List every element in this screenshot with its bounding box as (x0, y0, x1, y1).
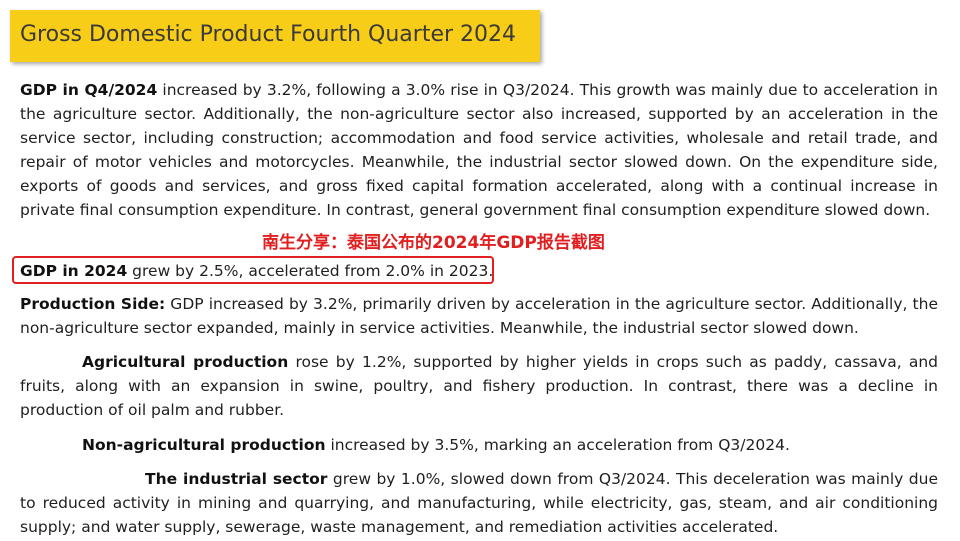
page-title: Gross Domestic Product Fourth Quarter 20… (20, 22, 517, 47)
paragraph-lead: GDP in Q4/2024 (20, 81, 158, 99)
paragraph-lead: The industrial sector (145, 470, 328, 488)
paragraph-body: rose by 1.2%, supported by higher yields… (20, 353, 939, 419)
watermark-caption: 南生分享：泰国公布的2024年GDP报告截图 (262, 233, 605, 253)
paragraph-non-agricultural: Non-agricultural production increased by… (20, 433, 938, 457)
paragraph-gdp-2024: GDP in 2024 grew by 2.5%, accelerated fr… (20, 259, 938, 283)
paragraph-body: grew by 1.0%, slowed down from Q3/2024. … (20, 470, 938, 536)
paragraph-body: increased by 3.2%, following a 3.0% rise… (20, 81, 938, 219)
paragraph-lead: Agricultural production (82, 353, 289, 371)
paragraph-industrial: The industrial sector grew by 1.0%, slow… (20, 467, 938, 539)
paragraph-lead: Non-agricultural production (82, 436, 326, 454)
paragraph-body: grew by 2.5%, accelerated from 2.0% in 2… (127, 262, 494, 280)
title-banner: Gross Domestic Product Fourth Quarter 20… (10, 10, 540, 62)
highlight-box (12, 256, 494, 284)
paragraph-lead: GDP in 2024 (20, 262, 128, 280)
paragraph-gdp-q4: GDP in Q4/2024 increased by 3.2%, follow… (20, 78, 938, 222)
paragraph-lead: Production Side: (20, 295, 166, 313)
paragraph-body: increased by 3.5%, marking an accelerati… (325, 436, 790, 454)
paragraph-body: GDP increased by 3.2%, primarily driven … (20, 295, 938, 337)
paragraph-production-side: Production Side: GDP increased by 3.2%, … (20, 292, 938, 340)
paragraph-agricultural: Agricultural production rose by 1.2%, su… (20, 350, 938, 422)
